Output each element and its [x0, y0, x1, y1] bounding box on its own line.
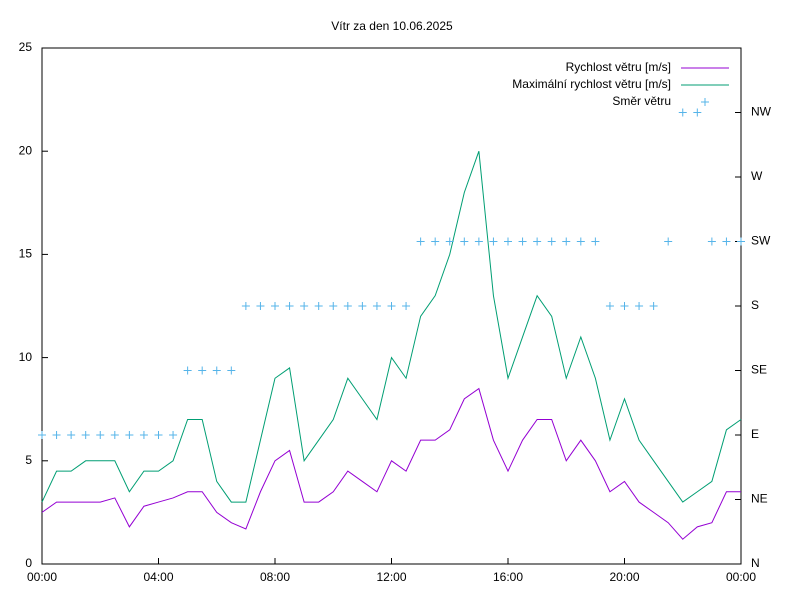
direction-point [256, 302, 265, 310]
x-tick-label: 00:00 [726, 570, 756, 584]
y2-tick-label: SE [751, 363, 767, 377]
direction-point [183, 366, 192, 375]
y2-tick-label: W [751, 169, 763, 183]
direction-point [635, 302, 644, 310]
y-tick-label: 0 [25, 556, 32, 570]
direction-point [38, 431, 46, 439]
y-tick-label: 5 [25, 453, 32, 467]
x-tick-label: 04:00 [143, 570, 173, 584]
y-tick-label: 25 [19, 40, 33, 54]
y2-tick-label: N [751, 556, 760, 570]
direction-point [416, 237, 425, 246]
legend-label: Rychlost větru [m/s] [566, 60, 671, 74]
direction-point [212, 366, 221, 375]
legend-label: Směr větru [612, 94, 671, 108]
y2-tick-label: E [751, 427, 759, 441]
y2-tick-label: NE [751, 492, 768, 506]
direction-point [445, 237, 454, 246]
direction-point [460, 237, 469, 246]
direction-point [576, 237, 585, 246]
direction-point [707, 237, 716, 246]
y-tick-label: 15 [19, 247, 33, 261]
legend-label: Maximální rychlost větru [m/s] [512, 77, 671, 91]
direction-point [372, 302, 381, 310]
x-tick-label: 20:00 [609, 570, 639, 584]
direction-point [547, 237, 556, 246]
x-tick-label: 12:00 [376, 570, 406, 584]
direction-point [300, 302, 309, 310]
direction-point [664, 237, 673, 246]
direction-point [474, 237, 483, 246]
direction-point [649, 302, 658, 310]
chart-title: Vítr za den 10.06.2025 [331, 19, 453, 33]
y-tick-label: 20 [19, 143, 33, 157]
direction-point [431, 237, 440, 246]
series-line [41, 151, 742, 503]
direction-point [343, 302, 352, 310]
direction-point [285, 302, 294, 310]
direction-point [241, 302, 250, 310]
direction-point [67, 431, 76, 439]
direction-point [387, 302, 396, 310]
direction-point [329, 302, 338, 310]
direction-point [402, 302, 411, 310]
direction-point [96, 431, 105, 439]
direction-point [52, 431, 61, 439]
direction-point [169, 431, 178, 439]
direction-point [533, 237, 542, 246]
direction-point [722, 237, 731, 246]
direction-point [139, 431, 148, 439]
direction-point [678, 108, 687, 117]
y-tick-label: 10 [19, 350, 33, 364]
direction-point [591, 237, 600, 246]
direction-point [562, 237, 571, 246]
x-tick-label: 08:00 [260, 570, 290, 584]
direction-point [620, 302, 629, 310]
direction-point [314, 302, 323, 310]
direction-point [518, 237, 527, 246]
direction-point [81, 431, 90, 439]
direction-point [358, 302, 367, 310]
direction-point [693, 108, 702, 117]
direction-point [271, 302, 279, 310]
direction-point [110, 431, 119, 439]
direction-point [489, 237, 498, 246]
direction-point [154, 431, 163, 439]
direction-point [198, 366, 207, 375]
direction-point [227, 366, 236, 375]
direction-point [737, 237, 745, 246]
y2-tick-label: S [751, 298, 759, 312]
legend-symbol [701, 98, 709, 106]
series-line [41, 387, 741, 540]
direction-point [605, 302, 614, 310]
x-tick-label: 00:00 [27, 570, 57, 584]
y2-tick-label: SW [751, 234, 771, 248]
y2-tick-label: NW [751, 105, 772, 119]
direction-point [504, 237, 512, 246]
direction-point [125, 431, 134, 439]
x-tick-label: 16:00 [493, 570, 523, 584]
